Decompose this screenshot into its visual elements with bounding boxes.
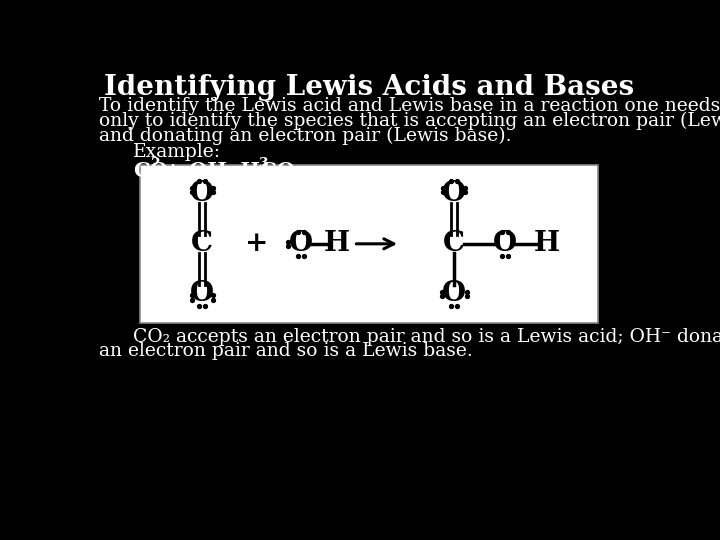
Text: −: − [194, 165, 207, 179]
Text: H: H [534, 231, 560, 258]
Text: CO: CO [132, 161, 167, 181]
Text: 3: 3 [258, 157, 268, 171]
Text: O: O [442, 180, 467, 207]
Text: Example:: Example: [132, 143, 220, 161]
Text: O: O [289, 231, 313, 258]
Text: an electron pair and so is a Lewis base.: an electron pair and so is a Lewis base. [99, 342, 473, 360]
Text: H: H [324, 231, 351, 258]
Text: CO₂ accepts an electron pair and so is a Lewis acid; OH⁻ donates: CO₂ accepts an electron pair and so is a… [132, 328, 720, 346]
Bar [140, 165, 598, 323]
Text: −: − [265, 165, 278, 179]
Text: O: O [492, 231, 517, 258]
Text: + OH: + OH [158, 161, 228, 181]
Text: To identify the Lewis acid and Lewis base in a reaction one needs: To identify the Lewis acid and Lewis bas… [99, 97, 720, 115]
Text: +: + [245, 231, 269, 258]
Text: 2: 2 [150, 157, 160, 171]
Text: only to identify the species that is accepting an electron pair (Lewis acid): only to identify the species that is acc… [99, 112, 720, 130]
Text: O: O [190, 280, 215, 307]
Text: C: C [192, 231, 213, 258]
Text: C: C [444, 231, 465, 258]
Text: Identifying Lewis Acids and Bases: Identifying Lewis Acids and Bases [104, 74, 634, 101]
Text: and donating an electron pair (Lewis base).: and donating an electron pair (Lewis bas… [99, 126, 512, 145]
Text: O: O [190, 180, 215, 207]
Text: O: O [442, 280, 467, 307]
Text: →  HCO: → HCO [201, 161, 294, 181]
